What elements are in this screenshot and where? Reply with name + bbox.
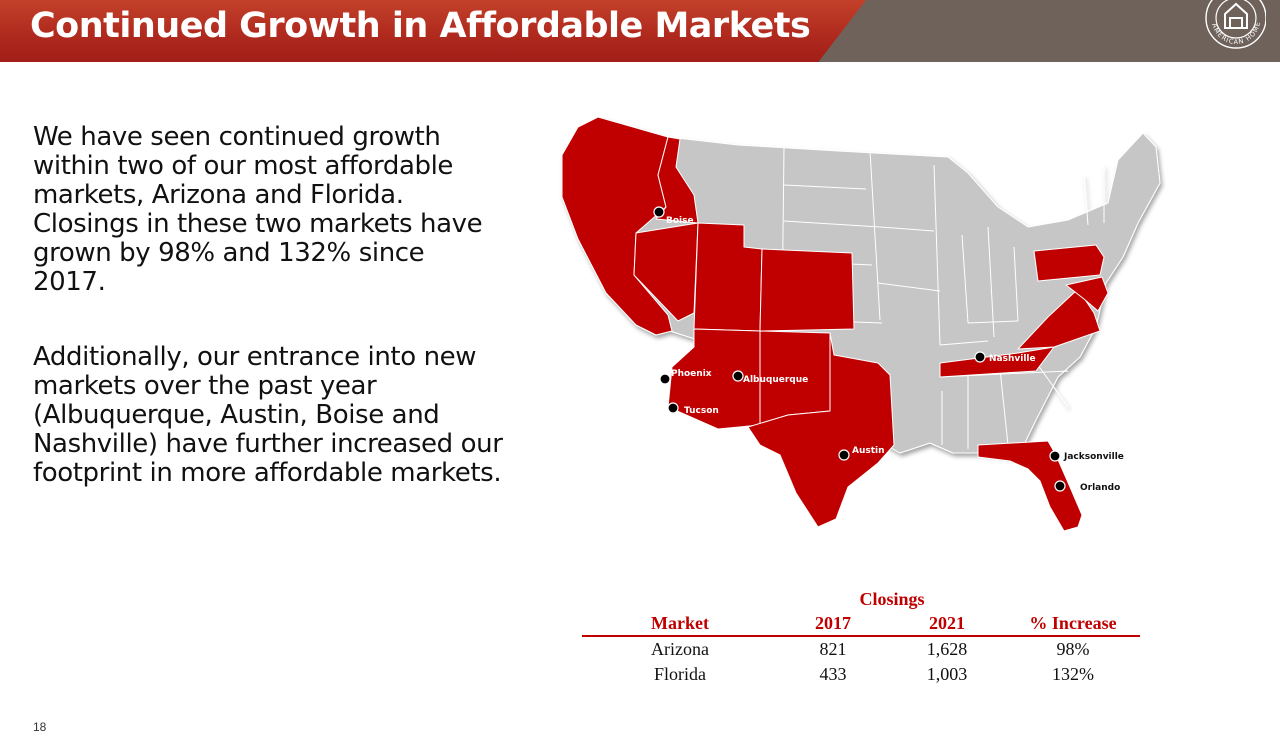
cell-2017: 821	[819, 639, 847, 659]
state-texas	[747, 332, 895, 528]
column-header-market: Market	[582, 612, 778, 637]
closings-table: Market 2017 2021 % Increase Arizona 821 …	[582, 612, 1140, 687]
city-label-phoenix: Phoenix	[671, 369, 712, 379]
title-band	[0, 0, 866, 62]
city-markers: Boise Phoenix Albuquerque Tucson Austin …	[653, 206, 1124, 493]
city-marker-orlando: Orlando	[1054, 480, 1120, 493]
cell-2021: 1,003	[926, 664, 968, 684]
slide-title: Continued Growth in Affordable Markets	[30, 6, 811, 46]
cell-2021: 1,628	[926, 639, 968, 659]
city-label-albuquerque: Albuquerque	[743, 375, 808, 385]
city-marker-nashville: Nashville	[974, 351, 1036, 364]
cell-increase: 98%	[1056, 639, 1090, 659]
city-label-orlando: Orlando	[1080, 483, 1120, 493]
city-label-austin: Austin	[852, 446, 885, 456]
city-marker-boise: Boise	[653, 206, 694, 226]
state-nevada	[633, 222, 699, 322]
state-pennsylvania	[1033, 244, 1105, 282]
highlighted-states	[561, 116, 1109, 532]
closings-header-row: Market 2017 2021 % Increase	[582, 612, 1140, 637]
city-label-boise: Boise	[666, 216, 694, 226]
body-paragraph-2: Additionally, our entrance into new mark…	[33, 342, 503, 488]
city-label-jacksonville: Jacksonville	[1063, 452, 1124, 462]
city-marker-austin: Austin	[838, 446, 885, 461]
state-virginia	[1017, 288, 1101, 350]
page-number: 18	[33, 720, 47, 734]
state-colorado	[759, 248, 855, 332]
closings-heading: Closings	[859, 589, 925, 609]
city-marker-jacksonville: Jacksonville	[1049, 450, 1124, 462]
city-marker-phoenix: Phoenix	[659, 369, 712, 385]
table-row: Arizona 821 1,628 98%	[582, 636, 1140, 662]
column-header-2017: 2017	[778, 612, 888, 637]
city-marker-albuquerque: Albuquerque	[732, 370, 808, 385]
cell-market: Florida	[654, 664, 706, 684]
column-header-2021: 2021	[888, 612, 1006, 637]
body-paragraph-1: We have seen continued growth within two…	[33, 122, 483, 297]
city-label-tucson: Tucson	[684, 406, 719, 416]
city-label-nashville: Nashville	[989, 354, 1036, 364]
cell-increase: 132%	[1052, 664, 1094, 684]
table-row: Florida 433 1,003 132%	[582, 662, 1140, 687]
state-tennessee	[939, 346, 1055, 378]
column-header-increase: % Increase	[1006, 612, 1140, 637]
cell-market: Arizona	[651, 639, 709, 659]
cell-2017: 433	[819, 664, 847, 684]
us-states-map: Boise Phoenix Albuquerque Tucson Austin …	[561, 116, 1161, 532]
state-maryland-delaware	[1065, 276, 1109, 312]
company-seal-logo: AMERICAN HOMES	[1200, 0, 1266, 49]
city-marker-tucson: Tucson	[667, 402, 719, 416]
